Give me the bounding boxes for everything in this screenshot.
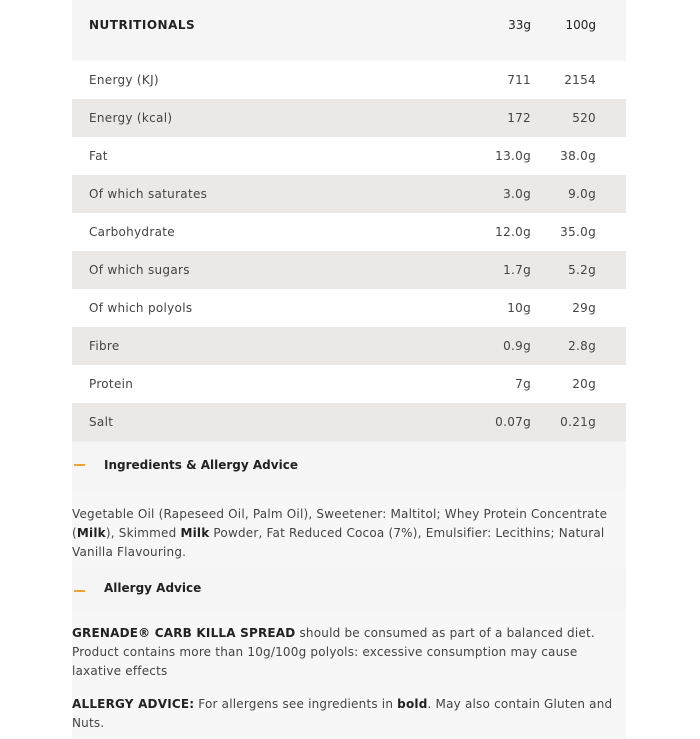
product-info: NUTRITIONALS 33g 100g Energy (KJ) 711 2154… [72,0,626,739]
nutrient-name: Fat [89,149,108,163]
nutrient-name: Protein [89,377,134,391]
nutrient-name: Fibre [89,339,120,353]
header-col-100g: 100g [565,18,596,32]
table-row: Energy (KJ) 711 2154 [72,61,626,99]
value-33g: 3.0g [503,187,531,201]
nutrient-name: Carbohydrate [89,225,175,239]
header-col-33g: 33g [508,18,531,32]
table-row: Energy (kcal) 172 520 [72,99,626,137]
accordion-allergy[interactable]: Allergy Advice [72,568,626,612]
nutrient-name: Energy (kcal) [89,111,173,125]
value-33g: 12.0g [495,225,531,239]
table-row: Fat 13.0g 38.0g [72,137,626,175]
accordion-title: Allergy Advice [104,581,202,595]
nutrient-name: Of which sugars [89,263,190,277]
value-100g: 38.0g [560,149,596,163]
table-row: Protein 7g 20g [72,365,626,403]
value-100g: 20g [572,377,596,391]
value-33g: 172 [507,111,531,125]
value-33g: 0.07g [495,415,531,429]
value-100g: 2.8g [568,339,596,353]
allergy-text: GRENADE® CARB KILLA SPREAD should be con… [72,612,626,687]
value-33g: 711 [507,73,531,87]
collapse-dash-icon [74,590,85,592]
ingredients-text: Vegetable Oil (Rapeseed Oil, Palm Oil), … [72,491,626,568]
nutrient-name: Of which polyols [89,301,193,315]
collapse-dash-icon [74,464,85,466]
table-row: Salt 0.07g 0.21g [72,403,626,441]
value-33g: 1.7g [503,263,531,277]
value-100g: 29g [572,301,596,315]
header-label: NUTRITIONALS [89,18,196,32]
value-100g: 9.0g [568,187,596,201]
nutrient-name: Of which saturates [89,187,208,201]
value-100g: 0.21g [560,415,596,429]
nutrient-name: Energy (KJ) [89,73,159,87]
accordion-ingredients[interactable]: Ingredients & Allergy Advice [72,441,626,491]
table-row: Carbohydrate 12.0g 35.0g [72,213,626,251]
table-row: Of which polyols 10g 29g [72,289,626,327]
value-100g: 35.0g [560,225,596,239]
nutrition-header: NUTRITIONALS 33g 100g [72,0,626,61]
allergy-advice-text: ALLERGY ADVICE: For allergens see ingred… [72,687,626,739]
table-row: Of which sugars 1.7g 5.2g [72,251,626,289]
value-100g: 5.2g [568,263,596,277]
value-33g: 0.9g [503,339,531,353]
value-100g: 520 [572,111,596,125]
table-row: Of which saturates 3.0g 9.0g [72,175,626,213]
value-33g: 7g [515,377,531,391]
value-33g: 13.0g [495,149,531,163]
table-row: Fibre 0.9g 2.8g [72,327,626,365]
value-33g: 10g [507,301,531,315]
nutrient-name: Salt [89,415,114,429]
nutrition-table: Energy (KJ) 711 2154 Energy (kcal) 172 520 Fat… [72,61,626,441]
value-100g: 2154 [564,73,596,87]
accordion-title: Ingredients & Allergy Advice [104,458,298,472]
